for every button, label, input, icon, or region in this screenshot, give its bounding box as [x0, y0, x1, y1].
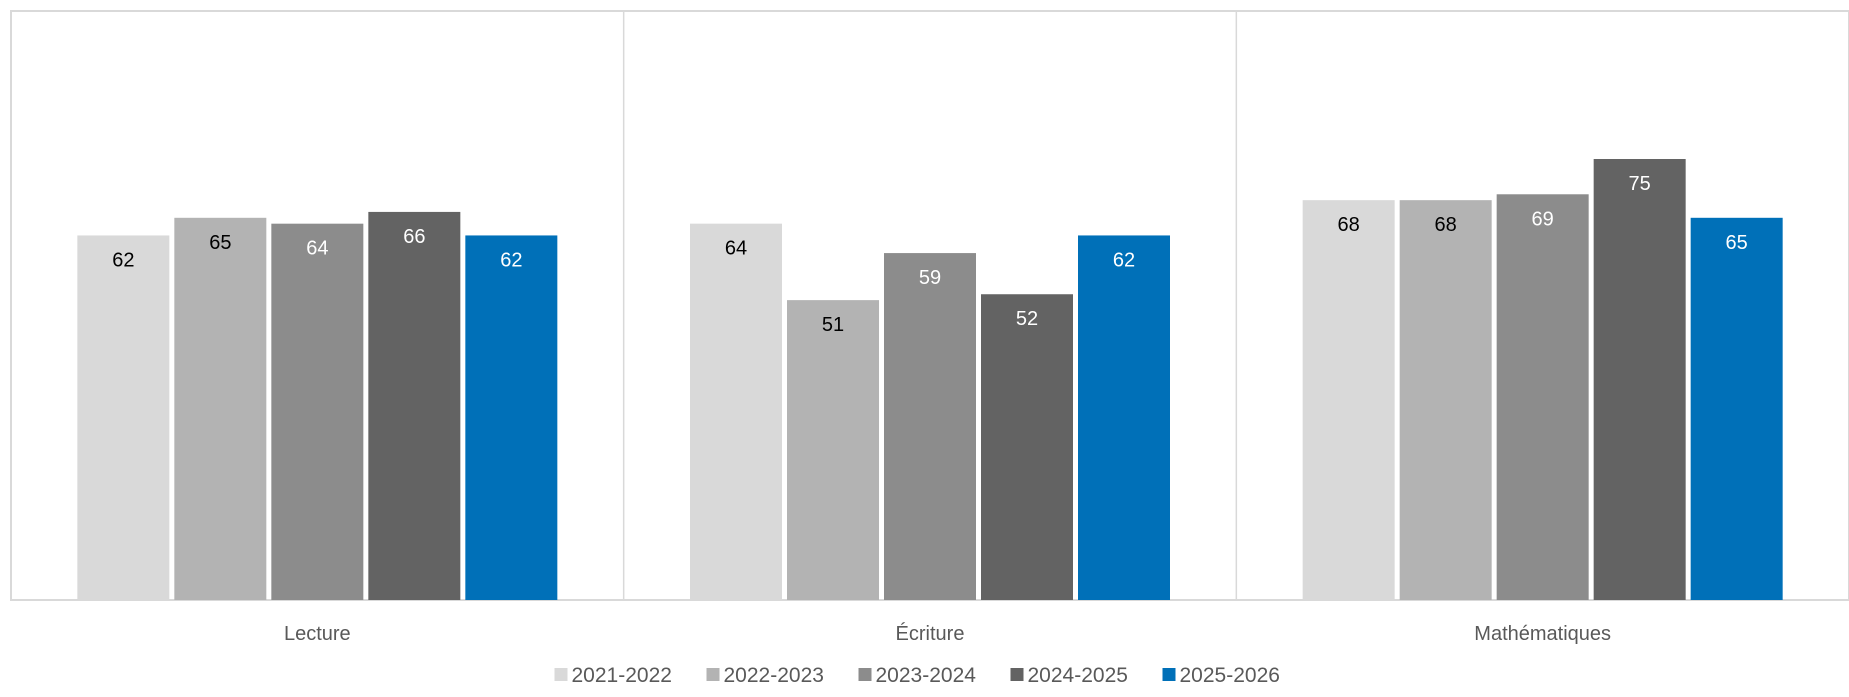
- data-label: 68: [1435, 214, 1457, 236]
- bar-2024-2025-Mathématiques: [1593, 159, 1686, 600]
- bar-2022-2023-Mathématiques: [1399, 200, 1492, 600]
- bar-2023-2024-Écriture: [884, 253, 976, 600]
- bar-2021-2022-Mathématiques: [1302, 200, 1395, 600]
- bar-2024-2025-Écriture: [981, 294, 1073, 600]
- bar-2023-2024-Mathématiques: [1496, 194, 1589, 600]
- bar-2025-2026-Lecture: [465, 235, 558, 600]
- data-label: 65: [209, 232, 231, 254]
- data-label: 68: [1338, 214, 1360, 236]
- data-label: 65: [1726, 232, 1748, 254]
- data-label: 62: [1113, 249, 1135, 271]
- data-label: 69: [1532, 208, 1554, 230]
- bar-2022-2023-Lecture: [174, 217, 267, 601]
- legend-swatch: [1010, 668, 1024, 681]
- bar-2024-2025-Lecture: [368, 211, 461, 601]
- legend-entry-label: 2025-2026: [1180, 664, 1280, 687]
- data-label: 64: [725, 238, 747, 260]
- data-label: 51: [822, 314, 844, 336]
- data-label: 59: [919, 267, 941, 289]
- data-label: 52: [1016, 308, 1038, 330]
- bar-2021-2022-Lecture: [77, 235, 170, 600]
- legend-swatch: [1162, 668, 1176, 681]
- data-label: 64: [306, 238, 328, 260]
- data-label: 62: [500, 249, 522, 271]
- data-label: 75: [1629, 173, 1651, 195]
- legend-entry-label: 2021-2022: [572, 664, 672, 687]
- category-labels-layer: Lecture Écriture Mathématiques: [284, 622, 1611, 645]
- bars-layer: [77, 159, 1783, 601]
- data-label: 66: [403, 226, 425, 248]
- legend-swatch: [706, 668, 720, 681]
- category-label: Lecture: [284, 623, 351, 645]
- category-label: Mathématiques: [1474, 623, 1611, 645]
- legend-entry-label: 2023-2024: [876, 664, 977, 687]
- legend: 2021-2022 2022-2023 2023-2024 2024-2025 2025…: [554, 664, 1280, 687]
- category-label: Écriture: [896, 622, 965, 645]
- bar-2025-2026-Écriture: [1078, 235, 1170, 600]
- bar-2023-2024-Lecture: [271, 223, 364, 600]
- bar-2021-2022-Écriture: [690, 223, 782, 600]
- data-label: 62: [112, 249, 134, 271]
- legend-entry-label: 2024-2025: [1028, 664, 1128, 687]
- data-labels-layer: 62 65 64 66 62 64 51 59 52 62 68 68 69 75 65: [112, 173, 1748, 336]
- legend-swatch: [858, 668, 872, 681]
- bar-2022-2023-Écriture: [787, 300, 879, 600]
- legend-entry-label: 2022-2023: [724, 664, 824, 687]
- bar-2025-2026-Mathématiques: [1690, 217, 1783, 601]
- legend-swatch: [554, 668, 568, 681]
